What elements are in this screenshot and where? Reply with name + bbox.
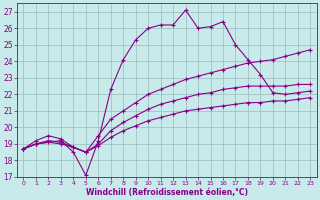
X-axis label: Windchill (Refroidissement éolien,°C): Windchill (Refroidissement éolien,°C) bbox=[86, 188, 248, 197]
